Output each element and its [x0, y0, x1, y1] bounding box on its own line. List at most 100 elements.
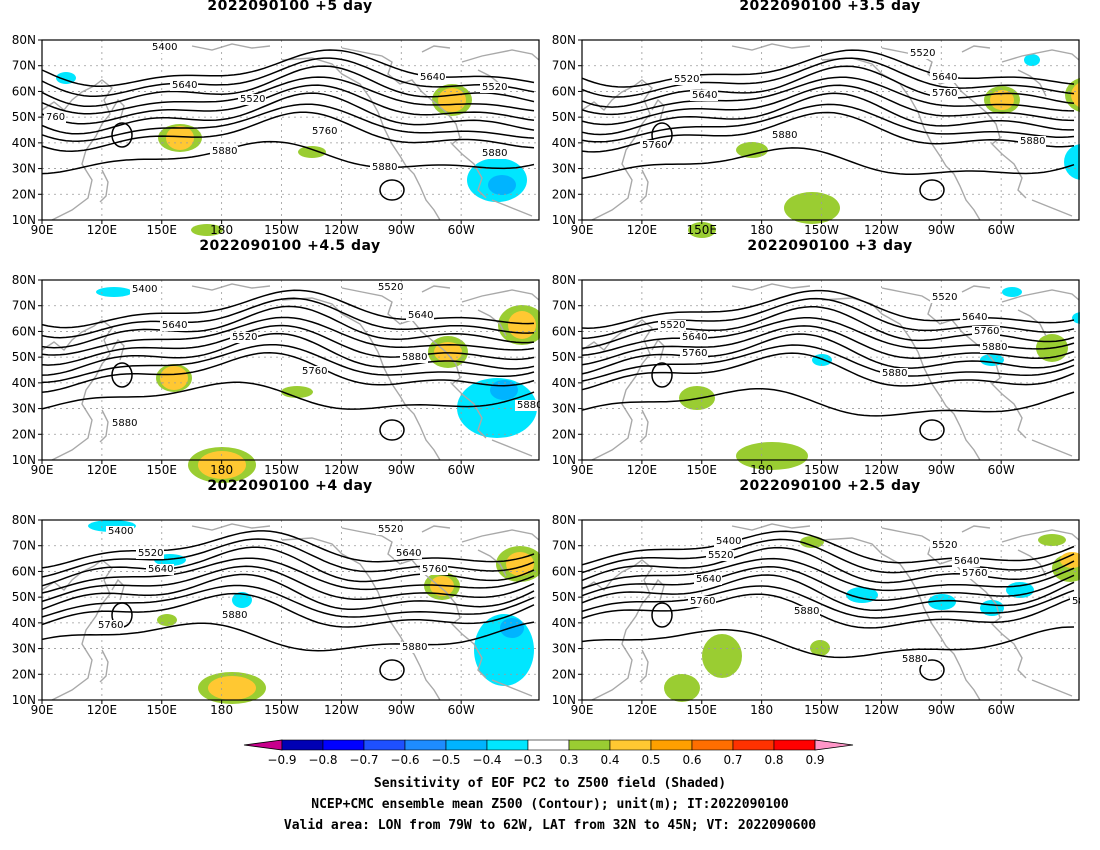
contour-label-bg	[394, 548, 422, 559]
shaded-region	[736, 142, 768, 158]
lon-tick-label: 120W	[864, 703, 899, 717]
contour-label: 5520	[378, 524, 403, 535]
contour-label: 5760	[642, 140, 667, 151]
panel-plus-2-5-day: 2022090100 +2.5 day 5400 5520 5520 5640 5640…	[540, 478, 1080, 720]
colorbar-tick-label: 0.6	[682, 753, 701, 767]
coastline	[111, 98, 125, 121]
lon-tick-label: 90W	[928, 703, 955, 717]
coastline	[421, 45, 451, 53]
coastline	[191, 523, 271, 531]
contour-label-bg	[230, 332, 258, 343]
contour-label-bg	[400, 642, 428, 653]
contour-label: 5760	[422, 564, 447, 575]
z500-contour	[41, 111, 535, 152]
lat-tick-label: 40N	[552, 136, 576, 150]
lat-tick-label: 70N	[12, 539, 36, 553]
contour-label: 5880	[794, 606, 819, 617]
contour-label: 5760	[682, 348, 707, 359]
lon-tick-label: 90E	[571, 463, 594, 477]
lat-tick-label: 10N	[552, 693, 576, 707]
contour-label-bg	[400, 352, 428, 363]
contour-label: 5520	[932, 292, 957, 303]
contour-label: 5760	[98, 620, 123, 631]
colorbar-tick-label: −0.5	[431, 753, 460, 767]
coastline	[491, 439, 533, 457]
contour-label-bg	[170, 80, 198, 91]
coastline	[461, 49, 540, 63]
contour-label: 5640	[148, 564, 173, 575]
z500-contour	[581, 325, 1075, 366]
z500-contour	[581, 574, 1075, 612]
contour-label: 5880	[372, 162, 397, 173]
coastline	[191, 43, 271, 51]
coastline	[581, 319, 653, 461]
panel-title: 2022090100 +2.5 day	[739, 478, 921, 494]
lon-tick-label: 90W	[388, 223, 415, 237]
z500-contour	[41, 573, 535, 611]
contour-label: 5520	[674, 74, 699, 85]
lon-tick-label: 90E	[571, 223, 594, 237]
panel-plus-3-day: 2022090100 +3 day 5520 5520 5640 5640 5760 57…	[540, 238, 1080, 480]
coastline	[881, 47, 1027, 199]
coastline	[1017, 69, 1047, 97]
coastline	[1031, 199, 1073, 217]
lat-tick-label: 30N	[552, 642, 576, 656]
contour-label: 5880	[882, 368, 907, 379]
lat-tick-label: 70N	[552, 299, 576, 313]
lon-tick-label: 60W	[988, 223, 1015, 237]
coastline	[111, 338, 125, 361]
contour-label: 5520	[660, 320, 685, 331]
panel-plus-4-5-day: 2022090100 +4.5 day 5400 5520 5640 5520 5640…	[0, 238, 540, 483]
contour-label-bg	[210, 146, 238, 157]
contour-label: 5880	[982, 342, 1007, 353]
z500-contour	[581, 147, 1075, 180]
shaded-region	[1038, 534, 1066, 546]
contour-label: 5880	[517, 400, 540, 411]
shaded-region	[702, 634, 742, 678]
z500-contour	[41, 65, 535, 108]
contour-label: 5520	[378, 282, 403, 293]
panel-title: 2022090100 +3 day	[747, 238, 913, 254]
lon-tick-label: 180	[750, 703, 773, 717]
z500-contour	[41, 103, 535, 142]
caption-line-2: NCEP+CMC ensemble mean Z500 (Contour); u…	[311, 797, 789, 812]
colorbar-tick-label: −0.3	[513, 753, 542, 767]
shaded-region	[198, 451, 246, 479]
coastline	[961, 525, 991, 533]
contour-label: 5400	[108, 526, 133, 537]
shaded-region	[1064, 144, 1080, 180]
contour-label-bg	[930, 72, 958, 83]
shaded-region	[508, 311, 536, 339]
shaded-region	[812, 354, 832, 366]
contour-label-bg	[96, 620, 124, 631]
coastline	[731, 523, 811, 531]
closed-contour	[379, 419, 405, 441]
coastline	[41, 319, 113, 461]
plot-area: 5400 5640 5520 5640 5520 5760 5880 5880 5880 760 8…	[12, 33, 540, 237]
contour-label-bg	[930, 292, 958, 303]
lat-tick-label: 20N	[12, 427, 36, 441]
colorbar-cell	[732, 739, 775, 751]
z500-contour	[581, 546, 1075, 584]
lon-tick-label: 120E	[87, 703, 118, 717]
contour-label-bg	[640, 140, 668, 151]
contour-label: 5880	[772, 130, 797, 141]
lat-tick-label: 60N	[552, 564, 576, 578]
coastline	[41, 79, 113, 221]
lon-tick-label: 60W	[988, 463, 1015, 477]
z500-contour	[41, 546, 535, 587]
lat-tick-label: 50N	[552, 350, 576, 364]
plot-frame	[581, 39, 1080, 221]
closed-contour	[651, 362, 673, 388]
lat-tick-label: 20N	[12, 667, 36, 681]
closed-contour	[919, 179, 945, 201]
contour-label-bg	[150, 42, 178, 53]
contour-label-bg	[106, 526, 134, 537]
shaded-region	[96, 287, 132, 297]
panel-title: 2022090100 +5 day	[207, 0, 373, 14]
panel-plus-4-day: 2022090100 +4 day 5400 5520 5520 5640 5640 57…	[0, 478, 540, 720]
z500-contour	[41, 49, 535, 87]
z500-contour	[581, 566, 1075, 602]
contour-label: 5760	[932, 88, 957, 99]
contour-label: 5520	[932, 540, 957, 551]
